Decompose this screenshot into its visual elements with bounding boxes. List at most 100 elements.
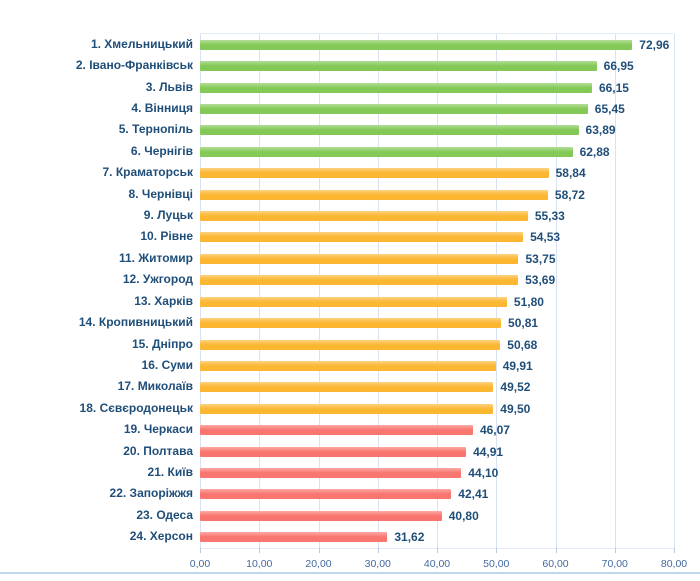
category-label: 8. Чернівці (128, 186, 193, 201)
category-labels-column: 1. Хмельницький 2. Івано-Франківськ 3. Льв… (0, 33, 193, 547)
value-label: 44,91 (473, 444, 504, 459)
value-label: 49,91 (502, 358, 533, 373)
bar (200, 296, 507, 307)
bar (200, 168, 549, 179)
bar (200, 275, 519, 286)
bar (200, 339, 501, 350)
bar (200, 510, 442, 521)
axis-tickmark (200, 548, 201, 553)
bar (200, 446, 467, 457)
value-label: 72,96 (639, 37, 670, 52)
category-label: 16. Суми (141, 357, 193, 372)
bar-row: 40,80 (200, 505, 674, 526)
bar (200, 489, 452, 500)
bar-row: 42,41 (200, 484, 674, 505)
value-label: 40,80 (448, 508, 479, 523)
value-label: 50,68 (507, 337, 538, 352)
axis-tickmark (496, 548, 498, 553)
value-label: 46,07 (479, 423, 510, 438)
bar (200, 125, 579, 136)
axis-tickmark (555, 548, 557, 553)
bar-row: 49,50 (200, 398, 674, 419)
category-label: 1. Хмельницький (90, 36, 193, 51)
bar (200, 211, 528, 222)
category-label: 7. Краматорськ (102, 165, 194, 180)
bar-row: 51,80 (200, 291, 674, 312)
axis-tick-label: 70,00 (601, 558, 628, 570)
bar-row: 66,15 (200, 77, 674, 98)
bar (200, 189, 548, 200)
category-label: 9. Луцьк (143, 208, 193, 223)
axis-tick-label: 0,00 (189, 558, 211, 570)
category-label: 4. Вінниця (131, 100, 193, 115)
category-label: 5. Тернопіль (118, 122, 193, 137)
category-label: 14. Кропивницький (78, 315, 193, 330)
gridline (496, 34, 498, 548)
value-label: 53,75 (525, 251, 556, 266)
bar-row: 44,91 (200, 441, 674, 462)
axis-tick-label: 20,00 (305, 558, 332, 570)
bar (200, 61, 597, 72)
bar-row: 62,88 (200, 141, 674, 162)
bar (200, 382, 494, 393)
axis-tick-label: 80,00 (660, 558, 688, 570)
bar (200, 39, 633, 50)
category-label: 6. Чернігів (130, 143, 193, 158)
value-label: 58,84 (555, 166, 586, 181)
bar-row: 31,62 (200, 527, 674, 548)
bar-row: 50,81 (200, 312, 674, 333)
value-label: 49,52 (500, 380, 531, 395)
axis-tick-label: 30,00 (364, 558, 391, 570)
bar (200, 253, 519, 264)
bar-row: 66,95 (200, 55, 674, 76)
plot-area: 0,00 10,00 20,00 30,00 40,00 50,00 60,00 70,00 8… (190, 33, 687, 570)
category-label: 21. Київ (147, 465, 193, 480)
axis-tick-label: 50,00 (483, 558, 510, 570)
gridline (674, 34, 675, 548)
bar (200, 425, 473, 436)
category-label: 23. Одеса (136, 507, 193, 522)
value-label: 50,81 (508, 316, 539, 331)
value-label: 66,95 (603, 59, 634, 74)
bar-row: 50,68 (200, 334, 674, 355)
axis-tick-label: 60,00 (542, 558, 569, 570)
bar-row: 58,72 (200, 184, 674, 205)
category-label: 22. Запоріжжя (109, 486, 193, 501)
bar-row: 58,84 (200, 163, 674, 184)
gridline (555, 34, 557, 548)
axis-tickmark (377, 548, 379, 553)
axis-tickmark (259, 548, 261, 553)
axis-tickmark (318, 548, 320, 553)
category-label: 12. Ужгород (122, 272, 193, 287)
bar-row: 49,91 (200, 355, 674, 376)
bar-row: 72,96 (200, 34, 674, 55)
bar-row: 55,33 (200, 205, 674, 226)
value-label: 62,88 (579, 144, 610, 159)
axis-tick-label: 10,00 (246, 558, 273, 570)
category-label: 18. Сєвєродонецьк (79, 400, 193, 415)
value-label: 44,10 (468, 466, 499, 481)
category-label: 20. Полтава (123, 443, 193, 458)
bar (200, 318, 502, 329)
bar (200, 146, 573, 157)
axis-tick-label: 40,00 (423, 558, 451, 570)
gridline (377, 34, 379, 548)
bar-row: 53,69 (200, 270, 674, 291)
category-label: 13. Харків (134, 293, 193, 308)
bar-row: 53,75 (200, 248, 674, 269)
bar-row: 49,52 (200, 377, 674, 398)
value-label: 55,33 (534, 209, 565, 224)
bar-row: 46,07 (200, 420, 674, 441)
bar (200, 232, 524, 243)
bar (200, 468, 462, 479)
value-label: 31,62 (394, 530, 425, 545)
bar (200, 360, 496, 371)
axis-tickmark (674, 548, 675, 553)
value-label: 54,53 (530, 230, 561, 245)
value-label: 42,41 (458, 487, 489, 502)
bar-row: 65,45 (200, 98, 674, 119)
bar-row: 44,10 (200, 462, 674, 483)
category-label: 11. Житомир (118, 250, 193, 265)
bar-row: 63,89 (200, 120, 674, 141)
